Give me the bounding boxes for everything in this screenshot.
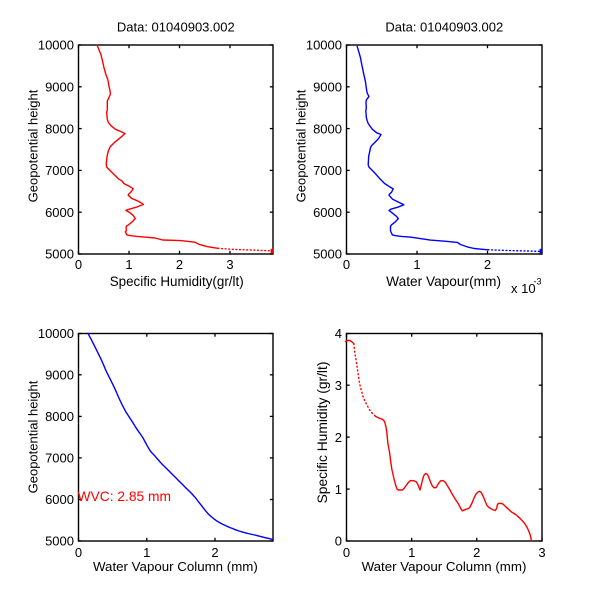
svg-text:9000: 9000	[45, 368, 74, 383]
svg-text:Geopotential height: Geopotential height	[294, 89, 309, 202]
svg-text:2: 2	[176, 257, 183, 272]
svg-text:0: 0	[343, 257, 350, 272]
svg-text:3: 3	[226, 257, 233, 272]
svg-text:2: 2	[211, 545, 218, 560]
svg-text:7000: 7000	[45, 451, 74, 466]
svg-text:10000: 10000	[38, 326, 74, 341]
svg-text:7000: 7000	[45, 163, 74, 178]
svg-text:9000: 9000	[45, 80, 74, 95]
svg-text:9000: 9000	[313, 80, 342, 95]
svg-text:10000: 10000	[306, 38, 342, 53]
svg-text:1: 1	[143, 545, 150, 560]
svg-text:6000: 6000	[45, 205, 74, 220]
svg-text:WVC: 2.85 mm: WVC: 2.85 mm	[78, 489, 172, 504]
svg-text:10000: 10000	[38, 38, 74, 53]
svg-text:Data: 01040903.002: Data: 01040903.002	[385, 20, 503, 35]
svg-text:1: 1	[408, 545, 415, 560]
svg-text:Geopotential height: Geopotential height	[26, 89, 41, 202]
svg-text:6000: 6000	[45, 492, 74, 507]
svg-text:3: 3	[538, 545, 545, 560]
svg-text:Data: 01040903.002: Data: 01040903.002	[117, 20, 235, 35]
svg-text:Specific Humidity (gr/lt): Specific Humidity (gr/lt)	[315, 362, 330, 504]
svg-text:8000: 8000	[313, 121, 342, 136]
svg-text:x 10: x 10	[511, 281, 536, 296]
svg-text:0: 0	[343, 545, 350, 560]
svg-text:7000: 7000	[313, 163, 342, 178]
svg-text:8000: 8000	[45, 121, 74, 136]
svg-text:4: 4	[335, 326, 342, 341]
svg-text:6000: 6000	[313, 205, 342, 220]
svg-text:2: 2	[473, 545, 480, 560]
svg-text:2: 2	[335, 430, 342, 445]
svg-text:2: 2	[484, 257, 491, 272]
svg-text:Water Vapour Column (mm): Water Vapour Column (mm)	[93, 559, 258, 574]
svg-text:0: 0	[75, 257, 82, 272]
svg-text:Geopotential height: Geopotential height	[26, 380, 41, 493]
svg-text:5000: 5000	[45, 247, 74, 262]
svg-text:0: 0	[75, 545, 82, 560]
svg-text:3: 3	[335, 378, 342, 393]
svg-text:8000: 8000	[45, 409, 74, 424]
svg-text:-3: -3	[534, 277, 542, 287]
svg-text:Specific Humidity(gr/lt): Specific Humidity(gr/lt)	[110, 274, 244, 289]
svg-text:5000: 5000	[45, 534, 74, 549]
svg-text:5000: 5000	[313, 247, 342, 262]
svg-text:1: 1	[335, 482, 342, 497]
svg-text:0: 0	[335, 534, 342, 549]
svg-text:1: 1	[125, 257, 132, 272]
svg-text:Water Vapour Column (mm): Water Vapour Column (mm)	[362, 559, 527, 574]
svg-text:Water Vapour(mm): Water Vapour(mm)	[386, 274, 501, 289]
svg-text:1: 1	[413, 257, 420, 272]
